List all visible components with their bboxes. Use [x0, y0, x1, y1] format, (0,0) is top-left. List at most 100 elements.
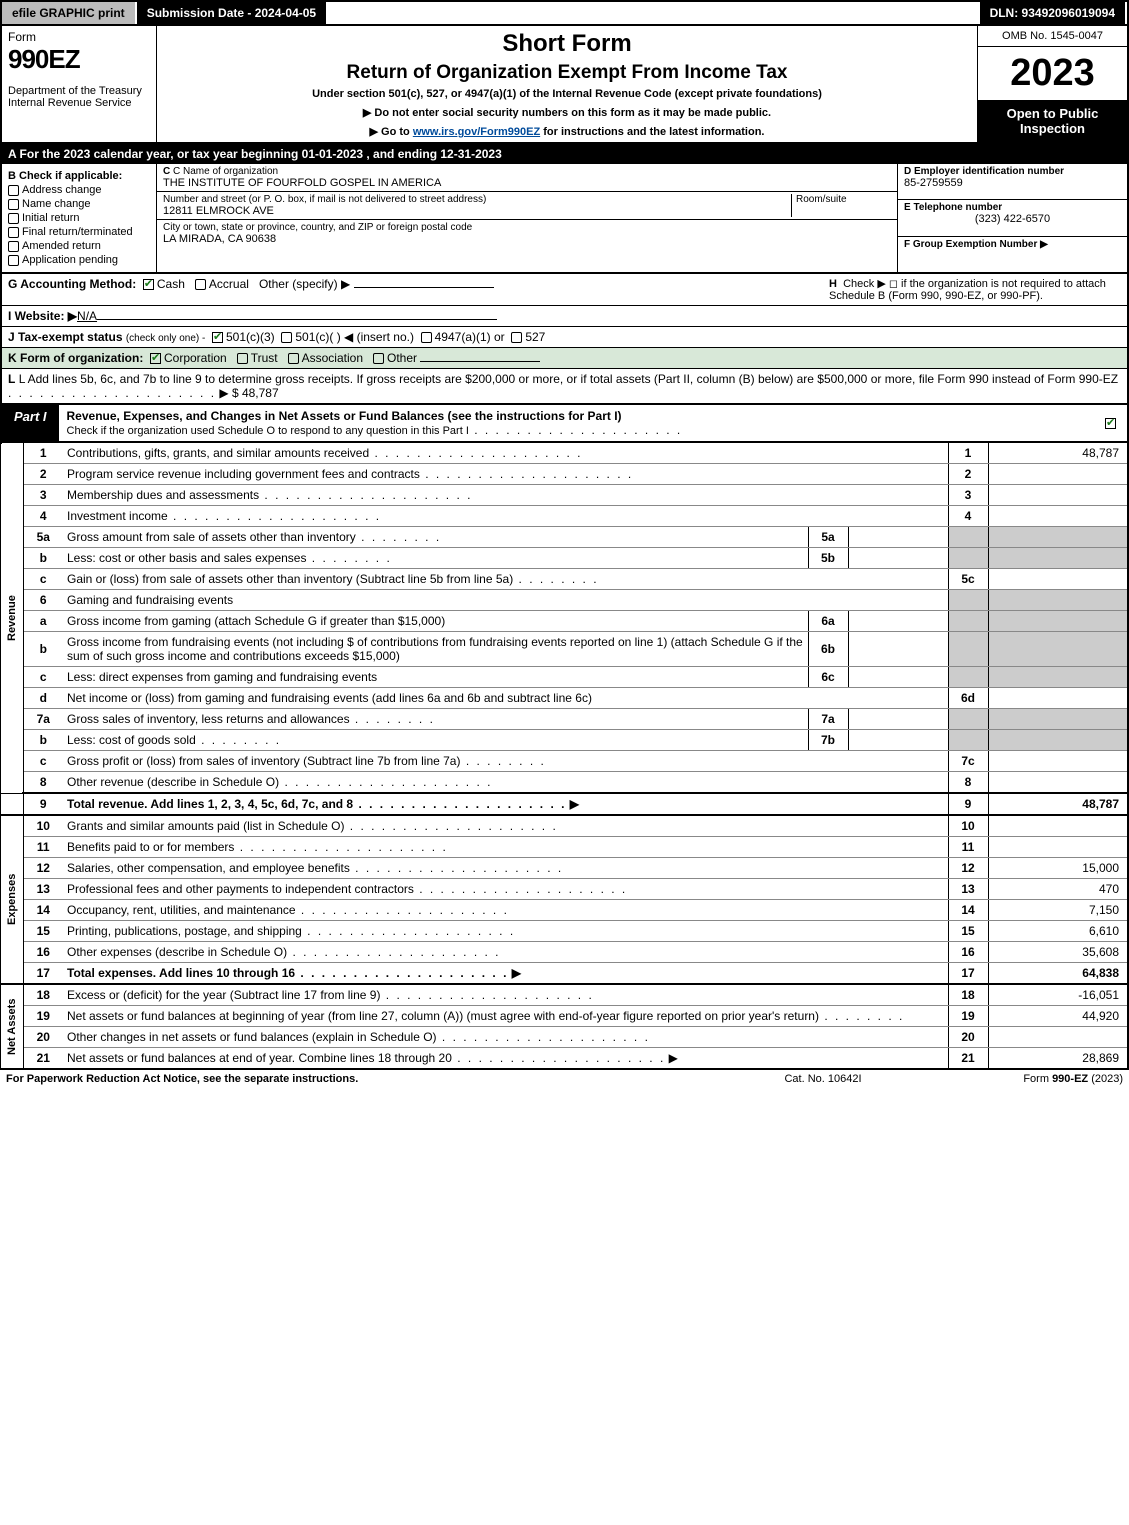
section-b: B Check if applicable: Address change Na… — [2, 164, 157, 272]
section-def: D Employer identification number 85-2759… — [897, 164, 1127, 272]
part1-title: Revenue, Expenses, and Changes in Net As… — [59, 405, 1097, 441]
checkbox-icon[interactable] — [8, 185, 19, 196]
footer-left: For Paperwork Reduction Act Notice, see … — [6, 1073, 723, 1085]
row-i: I Website: ▶N/A — [2, 306, 1127, 327]
side-netassets: Net Assets — [1, 984, 23, 1069]
room-label: Room/suite — [796, 194, 891, 205]
line-6: 6 Gaming and fundraising events — [1, 590, 1128, 611]
topbar-spacer — [328, 2, 979, 24]
checkbox-icon[interactable] — [8, 255, 19, 266]
other-specify-blank — [354, 287, 494, 288]
checkbox-icon[interactable] — [8, 213, 19, 224]
d-ein-row: D Employer identification number 85-2759… — [898, 164, 1127, 200]
line-14-value: 7,150 — [988, 900, 1128, 921]
line-18: Net Assets 18 Excess or (deficit) for th… — [1, 984, 1128, 1006]
checkbox-corp[interactable] — [150, 353, 161, 364]
line-7b: b Less: cost of goods sold 7b — [1, 730, 1128, 751]
line-5a: 5a Gross amount from sale of assets othe… — [1, 527, 1128, 548]
phone-value: (323) 422-6570 — [904, 213, 1121, 225]
line-6d: d Net income or (loss) from gaming and f… — [1, 688, 1128, 709]
top-bar: efile GRAPHIC print Submission Date - 20… — [0, 0, 1129, 26]
line-12-value: 15,000 — [988, 858, 1128, 879]
website-value: N/A — [77, 309, 97, 323]
line-4: 4 Investment income 4 — [1, 506, 1128, 527]
note2-post: for instructions and the latest informat… — [540, 126, 764, 138]
subtitle: Under section 501(c), 527, or 4947(a)(1)… — [165, 88, 969, 100]
part1-check — [1097, 405, 1127, 441]
ein-value: 85-2759559 — [904, 177, 1121, 189]
checkbox-accrual[interactable] — [195, 279, 206, 290]
b-label: B Check if applicable: — [8, 170, 150, 182]
row-j: J Tax-exempt status (check only one) - 5… — [2, 327, 1127, 348]
checkbox-501c[interactable] — [281, 332, 292, 343]
line-11: 11 Benefits paid to or for members 11 — [1, 837, 1128, 858]
b-amended-return: Amended return — [8, 240, 150, 252]
note2-pre: ▶ Go to — [370, 126, 413, 138]
line-10: Expenses 10 Grants and similar amounts p… — [1, 815, 1128, 837]
checkbox-other[interactable] — [373, 353, 384, 364]
omb-number: OMB No. 1545-0047 — [978, 26, 1127, 47]
line-9-value: 48,787 — [988, 793, 1128, 815]
line-13-value: 470 — [988, 879, 1128, 900]
part1-tab: Part I — [2, 405, 59, 441]
line-17-value: 64,838 — [988, 963, 1128, 985]
dln: DLN: 93492096019094 — [980, 2, 1127, 24]
g-accounting: G Accounting Method: Cash Accrual Other … — [8, 277, 821, 302]
form-number: 990EZ — [8, 44, 150, 75]
line-21: 21 Net assets or fund balances at end of… — [1, 1048, 1128, 1070]
line-17: 17 Total expenses. Add lines 10 through … — [1, 963, 1128, 985]
checkbox-icon[interactable] — [8, 227, 19, 238]
section-c: C C Name of organization THE INSTITUTE O… — [157, 164, 897, 272]
line-14: 14 Occupancy, rent, utilities, and maint… — [1, 900, 1128, 921]
line-15: 15 Printing, publications, postage, and … — [1, 921, 1128, 942]
public-inspection-badge: Open to Public Inspection — [978, 100, 1127, 142]
row-g-h: G Accounting Method: Cash Accrual Other … — [2, 274, 1127, 306]
checkbox-501c3[interactable] — [212, 332, 223, 343]
b-app-pending: Application pending — [8, 254, 150, 266]
line-6b: b Gross income from fundraising events (… — [1, 632, 1128, 667]
address-row: Number and street (or P. O. box, if mail… — [157, 192, 897, 220]
header-center: Short Form Return of Organization Exempt… — [157, 26, 977, 142]
line-13: 13 Professional fees and other payments … — [1, 879, 1128, 900]
checkbox-cash[interactable] — [143, 279, 154, 290]
side-revenue: Revenue — [1, 443, 23, 793]
checkbox-schedule-o[interactable] — [1105, 418, 1116, 429]
form-header: Form 990EZ Department of the Treasury In… — [0, 26, 1129, 144]
line-5c: c Gain or (loss) from sale of assets oth… — [1, 569, 1128, 590]
checkbox-assoc[interactable] — [288, 353, 299, 364]
line-3: 3 Membership dues and assessments 3 — [1, 485, 1128, 506]
row-a-calendar-year: A For the 2023 calendar year, or tax yea… — [0, 144, 1129, 164]
title-return: Return of Organization Exempt From Incom… — [165, 62, 969, 84]
line-7a: 7a Gross sales of inventory, less return… — [1, 709, 1128, 730]
b-addr-change: Address change — [8, 184, 150, 196]
line-9: 9 Total revenue. Add lines 1, 2, 3, 4, 5… — [1, 793, 1128, 815]
street-address: 12811 ELMROCK AVE — [163, 205, 791, 217]
part1-table: Revenue 1 Contributions, gifts, grants, … — [0, 443, 1129, 1070]
title-short-form: Short Form — [165, 30, 969, 58]
section-bcdef: B Check if applicable: Address change Na… — [0, 164, 1129, 274]
checkbox-icon[interactable] — [8, 241, 19, 252]
form-word: Form — [8, 30, 150, 44]
org-name: THE INSTITUTE OF FOURFOLD GOSPEL IN AMER… — [163, 177, 891, 189]
checkbox-trust[interactable] — [237, 353, 248, 364]
b-name-change: Name change — [8, 198, 150, 210]
footer-right: Form 990-EZ (2023) — [923, 1073, 1123, 1085]
line-6a: a Gross income from gaming (attach Sched… — [1, 611, 1128, 632]
meta-section: G Accounting Method: Cash Accrual Other … — [0, 274, 1129, 405]
line-1-value: 48,787 — [988, 443, 1128, 464]
checkbox-4947[interactable] — [421, 332, 432, 343]
note-link: ▶ Go to www.irs.gov/Form990EZ for instru… — [165, 125, 969, 138]
checkbox-icon[interactable] — [8, 199, 19, 210]
city-row: City or town, state or province, country… — [157, 220, 897, 247]
line-16: 16 Other expenses (describe in Schedule … — [1, 942, 1128, 963]
line-21-value: 28,869 — [988, 1048, 1128, 1070]
b-final-return: Final return/terminated — [8, 226, 150, 238]
header-left: Form 990EZ Department of the Treasury In… — [2, 26, 157, 142]
line-8: 8 Other revenue (describe in Schedule O)… — [1, 772, 1128, 794]
irs-link[interactable]: www.irs.gov/Form990EZ — [413, 126, 540, 138]
row-l: L L Add lines 5b, 6c, and 7b to line 9 t… — [2, 369, 1127, 403]
c-name-row: C C Name of organization THE INSTITUTE O… — [157, 164, 897, 192]
checkbox-527[interactable] — [511, 332, 522, 343]
note-ssn: ▶ Do not enter social security numbers o… — [165, 106, 969, 119]
part1-header: Part I Revenue, Expenses, and Changes in… — [0, 405, 1129, 443]
